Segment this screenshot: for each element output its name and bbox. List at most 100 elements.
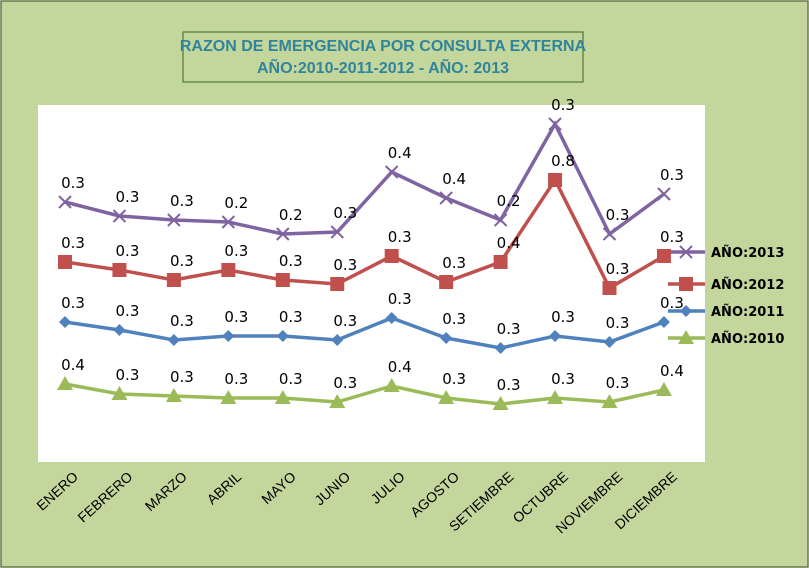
data-label: 0.3 bbox=[497, 376, 521, 394]
marker bbox=[113, 324, 126, 336]
marker bbox=[493, 255, 508, 269]
legend-marker bbox=[678, 330, 694, 344]
marker bbox=[493, 213, 508, 227]
data-label: 0.3 bbox=[116, 366, 140, 384]
marker bbox=[384, 165, 399, 179]
marker bbox=[602, 281, 617, 295]
marker bbox=[384, 249, 399, 263]
chart-subtitle: AÑO:2010-2011-2012 - AÑO: 2013 bbox=[257, 57, 509, 77]
marker bbox=[548, 117, 562, 131]
marker bbox=[494, 342, 507, 354]
data-label: 0.3 bbox=[170, 252, 194, 270]
data-label: 0.3 bbox=[660, 228, 684, 246]
data-label: 0.3 bbox=[279, 370, 303, 388]
marker bbox=[330, 225, 344, 239]
marker bbox=[59, 316, 71, 328]
data-label: 0.4 bbox=[388, 144, 412, 162]
data-label: 0.4 bbox=[442, 170, 466, 188]
marker bbox=[439, 275, 454, 289]
data-label: 0.3 bbox=[442, 310, 466, 328]
marker bbox=[329, 394, 346, 408]
series-line bbox=[64, 120, 665, 237]
data-label: 0.3 bbox=[442, 370, 466, 388]
marker bbox=[165, 388, 182, 402]
data-label: 0.3 bbox=[116, 302, 140, 320]
marker bbox=[275, 273, 290, 287]
marker bbox=[656, 249, 671, 263]
marker bbox=[111, 386, 128, 400]
legend-label: AÑO:2010 bbox=[711, 331, 784, 347]
marker bbox=[274, 390, 291, 404]
data-label: 0.3 bbox=[224, 370, 248, 388]
data-label: 0.3 bbox=[333, 204, 357, 222]
data-label: 0.3 bbox=[551, 370, 575, 388]
data-label: 0.3 bbox=[606, 374, 630, 392]
marker bbox=[58, 255, 72, 269]
data-label: 0.3 bbox=[551, 308, 575, 326]
marker bbox=[492, 396, 509, 410]
data-label: 0.3 bbox=[170, 368, 194, 386]
data-label: 0.3 bbox=[606, 206, 630, 224]
marker bbox=[385, 312, 398, 324]
series-line bbox=[64, 176, 665, 291]
marker bbox=[655, 382, 672, 396]
legend-marker bbox=[679, 277, 693, 291]
data-label: 0.2 bbox=[224, 194, 248, 212]
title-box bbox=[182, 31, 584, 83]
marker bbox=[331, 334, 344, 346]
data-label: 0.3 bbox=[61, 234, 85, 252]
data-label: 0.3 bbox=[606, 260, 630, 278]
marker bbox=[112, 263, 127, 277]
legend-label: AÑO:2012 bbox=[711, 277, 784, 293]
series-line bbox=[64, 316, 665, 350]
marker bbox=[602, 227, 617, 241]
marker bbox=[167, 213, 181, 227]
marker bbox=[548, 173, 563, 187]
marker bbox=[57, 376, 73, 390]
data-label: 0.3 bbox=[170, 192, 194, 210]
data-label: 0.3 bbox=[116, 188, 140, 206]
marker bbox=[330, 277, 345, 291]
data-label: 0.2 bbox=[279, 206, 303, 224]
data-label: 0.3 bbox=[224, 308, 248, 326]
legend-label: AÑO:2013 bbox=[711, 245, 784, 261]
data-label: 0.3 bbox=[333, 312, 357, 330]
marker bbox=[222, 330, 235, 342]
data-label: 0.4 bbox=[61, 356, 85, 374]
marker bbox=[112, 209, 127, 223]
data-label: 0.3 bbox=[551, 96, 575, 114]
marker bbox=[549, 330, 562, 342]
data-label: 0.8 bbox=[551, 152, 575, 170]
data-label: 0.3 bbox=[660, 166, 684, 184]
marker bbox=[276, 330, 289, 342]
data-label: 0.3 bbox=[388, 290, 412, 308]
marker bbox=[657, 316, 670, 328]
data-label: 0.3 bbox=[388, 228, 412, 246]
marker bbox=[547, 390, 564, 404]
data-label: 0.4 bbox=[388, 358, 412, 376]
data-label: 0.3 bbox=[497, 320, 521, 338]
data-label: 0.3 bbox=[279, 252, 303, 270]
data-label: 0.3 bbox=[333, 256, 357, 274]
marker bbox=[383, 378, 400, 392]
marker bbox=[58, 195, 72, 209]
marker bbox=[167, 334, 180, 346]
data-label: 0.3 bbox=[61, 174, 85, 192]
data-label: 0.2 bbox=[497, 192, 521, 210]
marker bbox=[221, 215, 236, 229]
marker bbox=[220, 390, 237, 404]
marker bbox=[166, 273, 181, 287]
data-label: 0.4 bbox=[497, 234, 521, 252]
data-label: 0.3 bbox=[279, 308, 303, 326]
data-label: 0.3 bbox=[116, 242, 140, 260]
marker bbox=[440, 332, 453, 344]
data-label: 0.3 bbox=[333, 374, 357, 392]
marker bbox=[603, 336, 616, 348]
data-label: 0.3 bbox=[224, 242, 248, 260]
data-label: 0.3 bbox=[660, 294, 684, 312]
marker bbox=[221, 263, 236, 277]
marker bbox=[601, 394, 618, 408]
series-line bbox=[64, 382, 665, 406]
legend-marker bbox=[679, 245, 693, 259]
